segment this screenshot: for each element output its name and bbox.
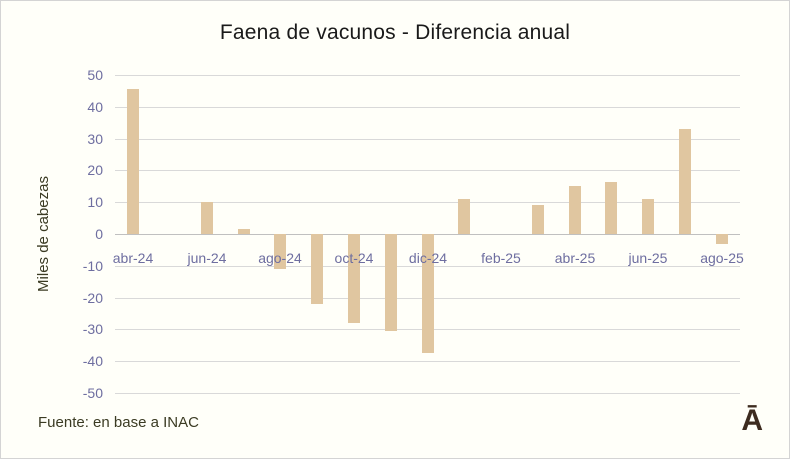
bar-nov-24 [385, 234, 397, 331]
gridline [115, 107, 740, 108]
bar-jun-24 [201, 202, 213, 234]
x-tick-label: jun-25 [628, 250, 668, 266]
x-tick-label: abr-24 [112, 250, 154, 266]
y-axis-title: Miles de cabezas [35, 176, 52, 292]
x-tick-label: abr-25 [554, 250, 596, 266]
y-tick-label: 10 [87, 194, 103, 210]
bar-dic-24 [422, 234, 434, 353]
x-tick-label: dic-24 [408, 250, 448, 266]
y-tick-label: -40 [82, 353, 103, 369]
y-tick-label: 40 [87, 99, 103, 115]
bar-sep-24 [311, 234, 323, 304]
source-note: Fuente: en base a INAC [38, 414, 199, 431]
bar-jul-25 [679, 129, 691, 234]
bar-mar-25 [532, 205, 544, 234]
gridline [115, 361, 740, 362]
y-tick-label: -10 [82, 258, 103, 274]
bar-abr-24 [127, 89, 139, 234]
y-tick-label: 30 [87, 131, 103, 147]
x-tick-label: jun-24 [187, 250, 227, 266]
x-tick-label: ago-24 [258, 250, 302, 266]
gridline [115, 75, 740, 76]
bar-ene-25 [458, 199, 470, 234]
bar-oct-24 [348, 234, 360, 323]
bar-ago-24 [274, 234, 286, 269]
bar-abr-25 [569, 186, 581, 234]
bar-ago-25 [716, 234, 728, 244]
brand-logo-icon: Ā [741, 404, 763, 437]
y-tick-label: -20 [82, 290, 103, 306]
y-tick-label: -30 [82, 321, 103, 337]
x-tick-label: oct-24 [334, 250, 374, 266]
y-tick-label: 50 [87, 67, 103, 83]
gridline [115, 202, 740, 203]
plot-area: abr-24 jun-24 ago-24 oct-24 dic-24 feb-25 abr-… [112, 75, 744, 394]
y-axis-tick-labels: 50 40 30 20 10 0 -10 -20 -30 -40 -50 [59, 67, 103, 401]
y-tick-label: -50 [82, 385, 103, 401]
chart-title: Faena de vacunos - Diferencia anual [219, 21, 571, 44]
y-tick-label: 20 [87, 162, 103, 178]
bar-may-25 [605, 182, 617, 234]
bar-jul-24 [238, 229, 250, 234]
bar-jun-25 [642, 199, 654, 234]
gridline [115, 393, 740, 394]
gridline [115, 170, 740, 171]
gridline [115, 139, 740, 140]
x-tick-label: feb-25 [481, 250, 521, 266]
y-tick-label: 0 [95, 226, 103, 242]
x-tick-label: ago-25 [700, 250, 744, 266]
